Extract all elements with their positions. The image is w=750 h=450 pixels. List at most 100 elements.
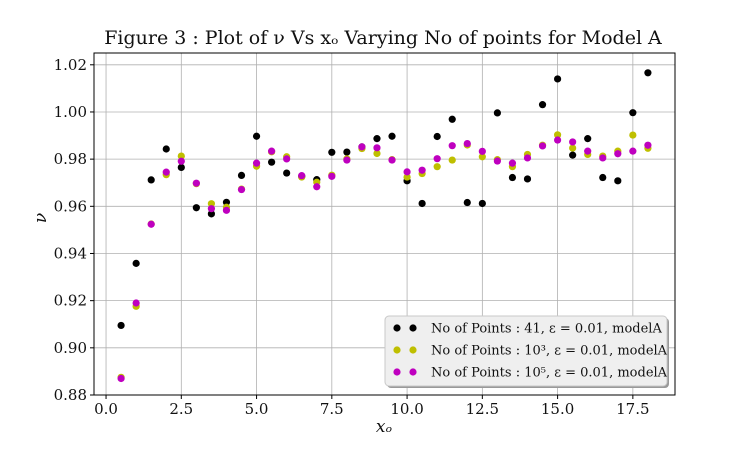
data-point [268,147,276,155]
data-point [192,179,200,187]
data-point [629,131,637,139]
data-point [117,321,125,330]
data-point [569,138,577,146]
data-point [358,143,366,151]
data-point [433,155,441,163]
data-point [629,147,637,155]
legend-marker [393,368,401,376]
x-tick-label: 2.5 [169,400,193,418]
legend-marker [409,368,417,376]
y-tick-label: 0.98 [54,150,87,168]
legend-label: No of Points : 10³, ε = 0.01, modelA [431,344,668,359]
data-point [207,210,216,218]
data-point [177,152,185,160]
data-point [237,171,246,180]
data-point [132,299,140,307]
data-point [237,185,246,194]
axis-ticks: 0.0 2.5 5.0 7.5 10.0 12.5 15.0 17.5 0.88 0.90 0.92… [54,56,650,418]
data-point [298,172,306,180]
y-tick-label: 0.92 [54,292,87,310]
legend-marker [409,346,417,354]
data-point [493,109,501,117]
data-point [328,148,336,156]
data-point [388,156,396,164]
data-point [207,205,216,213]
data-point [268,158,276,166]
x-tick-label: 12.5 [466,400,499,418]
legend-label: No of Points : 41, ε = 0.01, modelA [431,322,662,337]
data-point [463,198,471,207]
y-tick-label: 0.96 [54,197,87,215]
data-point [478,153,486,161]
data-point [147,220,155,228]
data-point [343,156,351,164]
data-point [478,147,486,155]
data-point [252,159,261,167]
legend-box [384,315,668,387]
data-point [614,177,622,185]
data-point [569,144,577,152]
y-tick-label: 1.00 [54,103,87,121]
data-point [644,141,652,149]
data-point [252,132,261,140]
data-point [584,135,592,143]
data-point [448,156,456,164]
data-point [162,168,170,176]
data-point [463,139,471,148]
data-point [553,136,562,144]
data-point [283,169,291,177]
data-point [373,135,381,143]
x-tick-label: 17.5 [616,400,649,418]
data-point [162,145,170,153]
data-point [177,163,185,171]
chart-title: Figure 3 : Plot of ν Vs xₒ Varying No of… [104,27,662,49]
data-point [614,150,622,158]
data-point [553,75,562,83]
data-point [433,132,441,141]
data-point [147,176,155,184]
series-2-points [117,136,652,383]
data-point [584,147,592,155]
x-tick-label: 15.0 [541,400,574,418]
data-point [478,199,486,208]
data-point [403,173,411,181]
x-axis-label: xₒ [376,417,393,437]
x-tick-label: 0.0 [94,400,118,418]
data-point [418,199,426,208]
y-axis-label: ν [31,213,51,223]
data-point [117,374,125,383]
data-point [388,132,396,140]
data-points [117,69,652,383]
data-point [313,183,321,191]
data-point [403,168,411,176]
x-tick-label: 5.0 [245,400,269,418]
data-point [328,172,336,180]
y-tick-label: 0.94 [54,244,87,262]
data-point [373,149,381,158]
plot-frame [93,52,676,396]
data-point [433,163,441,171]
legend-label: No of Points : 10⁵, ε = 0.01, modelA [431,366,668,381]
data-point [523,154,532,162]
data-point [599,154,607,162]
data-point [629,109,637,117]
legend-marker [393,324,401,332]
data-point [508,159,517,167]
legend-marker [393,346,401,354]
data-point [448,142,456,150]
data-point [343,148,351,156]
data-point [644,69,652,77]
data-point [222,206,231,214]
data-point [192,204,200,212]
data-point [283,155,291,163]
data-point [418,166,426,174]
data-point [569,151,577,159]
y-tick-label: 0.88 [54,386,87,404]
legend: No of Points : 41, ε = 0.01, modelA No of… [384,315,669,388]
data-point [207,200,216,208]
data-point [508,173,517,182]
legend-marker [409,324,417,332]
data-point [132,259,140,267]
data-point [538,142,547,150]
